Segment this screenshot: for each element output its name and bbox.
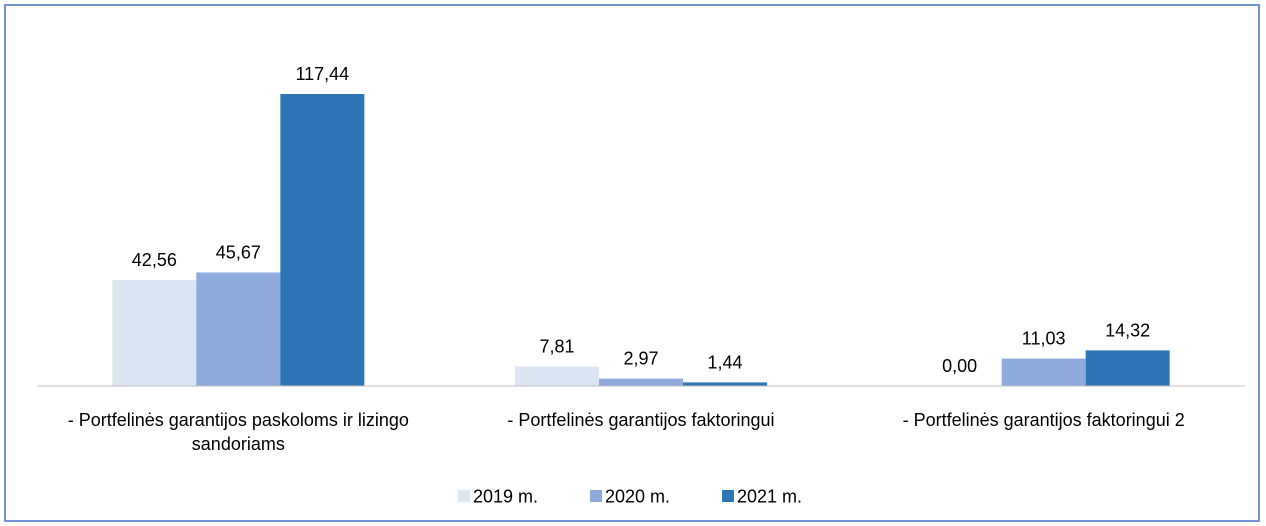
data-label: 42,56 [132, 250, 177, 270]
bar [1085, 350, 1170, 386]
data-label: 1,44 [707, 352, 742, 372]
bar [599, 378, 683, 386]
data-label: 0,00 [942, 356, 977, 376]
bar [515, 366, 599, 386]
data-label: 117,44 [295, 64, 349, 84]
bar [683, 382, 767, 386]
data-label: 2,97 [623, 349, 658, 369]
x-tick-label: - Portfelinės garantijos faktoringui [507, 410, 775, 430]
data-label: 7,81 [539, 337, 574, 357]
legend-label: 2021 m. [737, 487, 802, 507]
bar [196, 272, 281, 386]
bar [1001, 358, 1086, 386]
data-label: 11,03 [1022, 329, 1066, 349]
legend-swatch [458, 490, 470, 502]
legend-label: 2020 m. [605, 487, 670, 507]
data-label: 45,67 [216, 242, 261, 262]
x-tick-label: - Portfelinės garantijos faktoringui 2 [902, 410, 1185, 430]
x-tick-label: - Portfelinės garantijos paskoloms ir li… [67, 410, 409, 454]
chart-border [4, 4, 1260, 522]
bar [112, 280, 197, 386]
data-label: 14,32 [1105, 320, 1150, 340]
legend-swatch [722, 490, 734, 502]
legend-swatch [590, 490, 602, 502]
bar [280, 94, 365, 386]
legend-label: 2019 m. [473, 487, 538, 507]
